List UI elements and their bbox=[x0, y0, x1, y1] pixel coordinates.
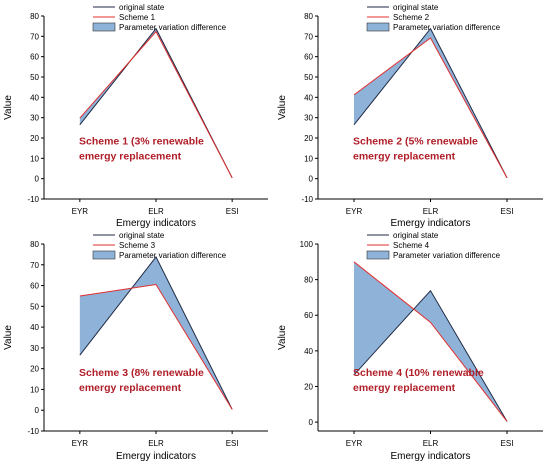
x-tick-label: EYR bbox=[72, 207, 89, 216]
legend-label: Scheme 1 bbox=[119, 13, 156, 22]
y-tick-label: 40 bbox=[304, 347, 313, 356]
y-tick-label: 0 bbox=[35, 406, 40, 415]
legend-label: Parameter variation difference bbox=[393, 23, 501, 32]
scheme-annotation-line: Scheme 2 (5% renewable bbox=[353, 136, 478, 148]
y-tick-label: 70 bbox=[30, 32, 39, 41]
y-tick-label: 0 bbox=[35, 175, 40, 184]
y-axis-title: Value bbox=[3, 325, 14, 350]
y-tick-label: 60 bbox=[304, 311, 313, 320]
difference-area bbox=[354, 261, 507, 422]
y-tick-label: 50 bbox=[30, 73, 39, 82]
y-tick-label: 60 bbox=[30, 53, 39, 62]
x-axis-title: Emergy indicators bbox=[116, 218, 196, 229]
y-tick-label: 10 bbox=[30, 385, 39, 394]
x-axis-title: Emergy indicators bbox=[390, 218, 470, 229]
y-tick-label: 70 bbox=[304, 32, 313, 41]
y-axis-title: Value bbox=[277, 95, 288, 120]
legend-label: Parameter variation difference bbox=[119, 23, 227, 32]
y-tick-label: 0 bbox=[309, 175, 314, 184]
y-tick-label: 80 bbox=[304, 12, 313, 21]
legend-label: original state bbox=[393, 231, 439, 240]
legend-fill-swatch bbox=[366, 22, 390, 32]
series-line-original-state bbox=[353, 27, 508, 179]
y-axis-title: Value bbox=[277, 325, 288, 350]
scheme-annotation-line: emergy replacement bbox=[353, 151, 456, 163]
x-axis-title: Emergy indicators bbox=[390, 451, 470, 462]
scheme-annotation-line: Scheme 1 (3% renewable bbox=[79, 136, 204, 148]
y-tick-label: 40 bbox=[30, 93, 39, 102]
series-line-scheme bbox=[353, 261, 508, 422]
x-tick-label: EYR bbox=[72, 439, 89, 448]
legend-label: Scheme 4 bbox=[393, 241, 430, 250]
chart-panel-1: -10 0 10 20 30 40 50 60 70 80 EYR ELR ESI original st… bbox=[3, 3, 268, 229]
y-tick-label: -10 bbox=[301, 195, 313, 204]
y-tick-label: -10 bbox=[27, 427, 39, 436]
x-tick-label: ESI bbox=[226, 439, 239, 448]
y-tick-label: 80 bbox=[30, 12, 39, 21]
chart-panel-2: -10 0 10 20 30 40 50 60 70 80 EYR ELR ESI original st… bbox=[277, 3, 543, 229]
x-tick-label: ELR bbox=[148, 439, 164, 448]
x-tick-label: ELR bbox=[148, 207, 164, 216]
scheme-annotation-line: Scheme 4 (10% renewable bbox=[353, 367, 484, 379]
legend-fill-swatch bbox=[366, 250, 390, 260]
y-tick-label: 50 bbox=[304, 73, 313, 82]
legend-label: original state bbox=[119, 231, 165, 240]
legend-label: original state bbox=[119, 3, 165, 12]
y-tick-label: 60 bbox=[30, 282, 39, 291]
y-tick-label: 30 bbox=[30, 114, 39, 123]
y-tick-label: 30 bbox=[304, 114, 313, 123]
x-tick-label: ESI bbox=[226, 207, 239, 216]
y-tick-label: 40 bbox=[30, 323, 39, 332]
y-tick-label: 40 bbox=[304, 93, 313, 102]
x-axis-title: Emergy indicators bbox=[116, 451, 196, 462]
y-tick-label: 50 bbox=[30, 302, 39, 311]
x-tick-label: EYR bbox=[346, 439, 363, 448]
series-line-original-state bbox=[353, 289, 508, 422]
y-tick-label: 70 bbox=[30, 261, 39, 270]
legend-fill-swatch bbox=[92, 250, 116, 260]
y-tick-label: -10 bbox=[27, 195, 39, 204]
y-tick-label: 20 bbox=[304, 134, 313, 143]
y-tick-label: 80 bbox=[304, 276, 313, 285]
series-line-scheme bbox=[353, 37, 508, 179]
legend-fill-swatch bbox=[92, 22, 116, 32]
scheme-annotation-line: Scheme 3 (8% renewable bbox=[79, 367, 204, 379]
scheme-annotation-line: emergy replacement bbox=[79, 382, 182, 394]
y-tick-label: 100 bbox=[300, 240, 314, 249]
legend-label: Parameter variation difference bbox=[119, 251, 227, 260]
y-tick-label: 10 bbox=[30, 154, 39, 163]
legend-label: Scheme 3 bbox=[119, 241, 156, 250]
x-tick-label: ELR bbox=[423, 207, 439, 216]
legend-label: Parameter variation difference bbox=[393, 251, 501, 260]
y-tick-label: 10 bbox=[304, 154, 313, 163]
legend-label: original state bbox=[393, 3, 439, 12]
y-tick-label: 0 bbox=[309, 418, 314, 427]
y-tick-label: 20 bbox=[30, 365, 39, 374]
series-line-scheme bbox=[79, 30, 233, 179]
x-tick-label: ESI bbox=[501, 207, 514, 216]
difference-area bbox=[79, 256, 233, 410]
legend-label: Scheme 2 bbox=[393, 13, 430, 22]
chart-panel-3: -10 0 10 20 30 40 50 60 70 80 EYR ELR ESI original st… bbox=[3, 231, 268, 462]
y-tick-label: 20 bbox=[304, 382, 313, 391]
y-tick-label: 20 bbox=[30, 134, 39, 143]
y-tick-label: 60 bbox=[304, 53, 313, 62]
x-tick-label: ESI bbox=[501, 439, 514, 448]
y-tick-label: 80 bbox=[30, 240, 39, 249]
scheme-annotation-line: emergy replacement bbox=[353, 382, 456, 394]
scheme-annotation-line: emergy replacement bbox=[79, 151, 182, 163]
series-line-scheme bbox=[79, 283, 233, 410]
y-axis-title: Value bbox=[3, 95, 14, 120]
x-tick-label: ELR bbox=[423, 439, 439, 448]
y-tick-label: 30 bbox=[30, 344, 39, 353]
series-line-original-state bbox=[79, 255, 233, 410]
x-tick-label: EYR bbox=[346, 207, 363, 216]
